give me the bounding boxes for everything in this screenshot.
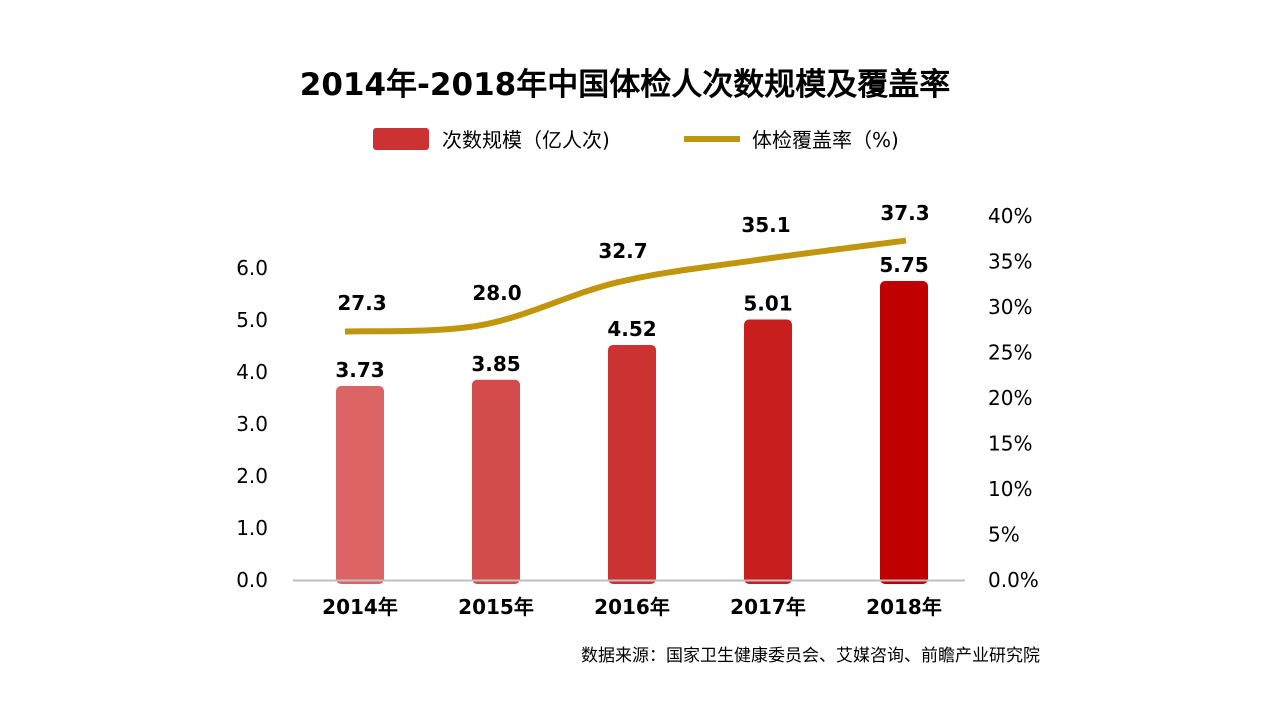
right-axis-tick-label: 25% [988,341,1032,365]
legend-swatch-bar [373,128,429,150]
bar [472,379,520,584]
bar-value-label: 4.52 [607,317,656,341]
bar [608,344,656,584]
left-axis-tick-label: 4.0 [236,360,268,384]
bar-value-label: 3.85 [471,352,520,376]
right-axis-tick-label: 0.0% [988,568,1039,592]
left-axis-tick-label: 6.0 [236,256,268,280]
right-axis-tick-label: 35% [988,250,1032,274]
x-axis-tick-label: 2015年 [458,595,534,619]
right-axis-tick-label: 15% [988,432,1032,456]
bar [336,386,384,584]
legend-swatch-line [684,136,740,142]
bar-value-label: 5.01 [743,291,792,315]
legend-label-bar: 次数规模（亿人次) [442,128,610,152]
right-axis-tick-label: 5% [988,523,1020,547]
left-axis-tick-label: 1.0 [236,516,268,540]
line-value-label: 32.7 [598,239,647,263]
right-axis-tick-label: 40% [988,204,1032,228]
right-axis-tick-label: 10% [988,477,1032,501]
right-axis-tick-label: 20% [988,386,1032,410]
x-axis-tick-label: 2018年 [866,595,942,619]
line-value-label: 28.0 [472,281,521,305]
x-axis-tick-label: 2016年 [594,595,670,619]
x-axis-tick-label: 2017年 [730,595,806,619]
left-axis-tick-label: 5.0 [236,308,268,332]
left-axis-tick-label: 2.0 [236,464,268,488]
coverage-line [344,237,907,335]
line-value-label: 35.1 [741,213,790,237]
left-axis-tick-label: 0.0 [236,568,268,592]
bar-value-label: 5.75 [879,253,928,277]
legend-label-line: 体检覆盖率（%) [752,128,899,152]
bar [880,281,928,584]
bar-value-label: 3.73 [335,358,384,382]
source-note: 数据来源：国家卫生健康委员会、艾媒咨询、前瞻产业研究院 [581,646,1040,666]
bar [744,319,792,584]
line-value-label: 37.3 [880,201,929,225]
x-axis-tick-label: 2014年 [322,595,398,619]
right-axis-tick-label: 30% [988,295,1032,319]
line-value-label: 27.3 [337,291,386,315]
left-axis-tick-label: 3.0 [236,412,268,436]
chart-title: 2014年-2018年中国体检人次数规模及覆盖率 [300,67,950,103]
